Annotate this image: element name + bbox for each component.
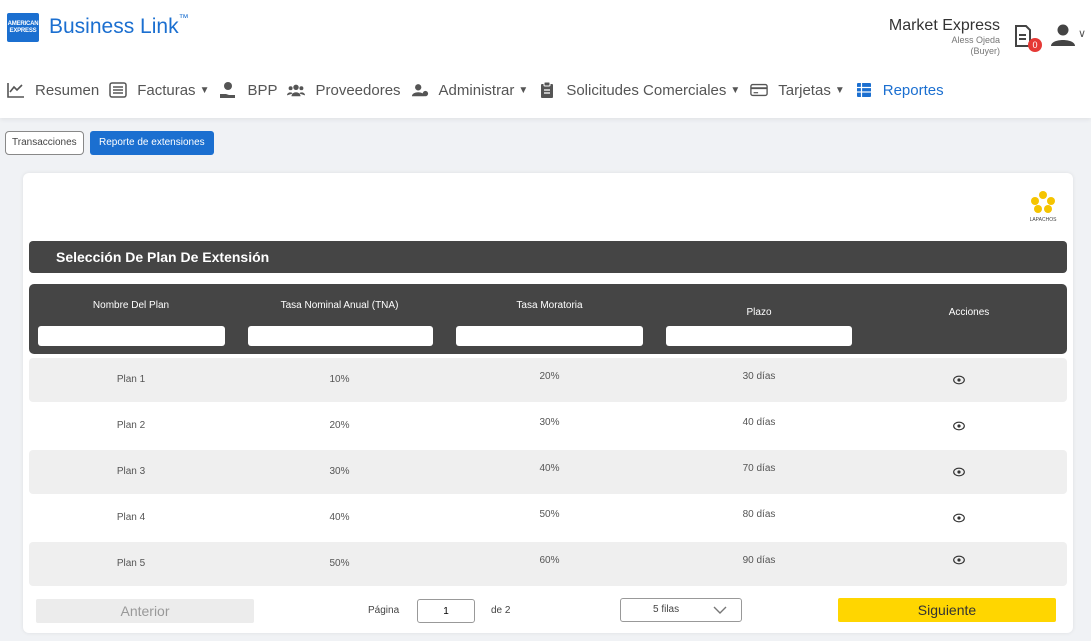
mora-cell: 30% (539, 417, 560, 428)
nav-label: Reportes (882, 81, 944, 99)
page-total-label: de 2 (491, 605, 511, 616)
nav-label: Tarjetas (778, 81, 831, 99)
nav-label: BPP (247, 81, 278, 99)
plan-name-cell: Plan 3 (116, 466, 146, 477)
table-icon (855, 81, 873, 99)
main-nav: Resumen Facturas ▼ BPP Proveedores Admin… (7, 78, 954, 102)
trademark: ™ (178, 13, 189, 24)
clipboard-icon (538, 81, 556, 99)
user-role: (Buyer) (970, 46, 1000, 56)
credit-card-icon (750, 81, 769, 99)
column-header-plazo: Plazo (746, 307, 772, 318)
document-icon[interactable] (1014, 25, 1032, 47)
mora-cell: 60% (539, 555, 560, 566)
nav-label: Facturas (137, 81, 196, 99)
chevron-down-icon: ▼ (518, 84, 529, 96)
brand-title[interactable]: Business Link™ (49, 13, 189, 39)
table-row: Plan 5 50% 60% 90 días (29, 542, 1067, 586)
mora-cell: 50% (539, 509, 560, 520)
column-header-acciones: Acciones (948, 307, 990, 318)
nav-item-tarjetas[interactable]: Tarjetas ▼ (750, 81, 845, 99)
nav-label: Proveedores (315, 81, 401, 99)
nav-label: Administrar (438, 81, 515, 99)
extensions-report-button[interactable]: Reporte de extensiones (90, 131, 214, 155)
view-eye-icon[interactable] (953, 467, 965, 477)
nav-item-bpp[interactable]: BPP (219, 81, 277, 99)
page-number-input[interactable] (417, 599, 475, 623)
chevron-down-icon (713, 606, 727, 614)
section-title: Selección De Plan De Extensión (29, 241, 1067, 273)
chevron-down-icon[interactable]: ∨ (1078, 28, 1087, 40)
tna-cell: 10% (329, 374, 350, 385)
plazo-cell: 70 días (742, 463, 776, 474)
rows-per-page-value: 5 filas (653, 604, 680, 615)
view-eye-icon[interactable] (953, 555, 965, 565)
nav-item-facturas[interactable]: Facturas ▼ (109, 81, 209, 99)
tna-cell: 20% (329, 420, 350, 431)
mora-filter-input[interactable] (456, 326, 643, 346)
notification-badge: 0 (1028, 38, 1042, 52)
tna-filter-input[interactable] (248, 326, 433, 346)
amex-logo-text: AMERICAN EXPRESS (7, 21, 39, 34)
table-row: Plan 2 20% 30% 40 días (29, 404, 1067, 448)
chevron-down-icon: ▼ (199, 84, 210, 96)
plan-name-cell: Plan 1 (116, 374, 146, 385)
brand-name: Business Link (49, 15, 179, 38)
view-eye-icon[interactable] (953, 513, 965, 523)
pagination: Anterior Página de 2 5 filas Siguiente (29, 593, 1067, 627)
table-row: Plan 4 40% 50% 80 días (29, 496, 1067, 540)
plazo-cell: 80 días (742, 509, 776, 520)
nav-item-administrar[interactable]: Administrar ▼ (411, 81, 529, 99)
nav-item-proveedores[interactable]: Proveedores (287, 81, 401, 99)
user-icon[interactable] (1048, 24, 1078, 46)
page-label: Página (368, 605, 400, 616)
table-header: Nombre Del Plan Tasa Nominal Anual (TNA)… (29, 284, 1067, 354)
plan-name-cell: Plan 2 (116, 420, 146, 431)
next-button[interactable]: Siguiente (838, 598, 1056, 622)
plazo-cell: 90 días (742, 555, 776, 566)
table-row: Plan 3 30% 40% 70 días (29, 450, 1067, 494)
partner-logo-text: LAPACHOS (1030, 217, 1058, 223)
plan-filter-input[interactable] (38, 326, 225, 346)
rows-per-page-select[interactable]: 5 filas (620, 598, 742, 622)
nav-item-reportes[interactable]: Reportes (855, 81, 944, 99)
view-eye-icon[interactable] (953, 421, 965, 431)
nav-label: Resumen (35, 81, 100, 99)
tna-cell: 50% (329, 558, 350, 569)
previous-button[interactable]: Anterior (36, 599, 254, 623)
plazo-cell: 40 días (742, 417, 776, 428)
column-header-plan: Nombre Del Plan (92, 300, 170, 311)
user-gear-icon (411, 81, 429, 99)
view-eye-icon[interactable] (953, 375, 965, 385)
tna-cell: 30% (329, 466, 350, 477)
mora-cell: 40% (539, 463, 560, 474)
plan-name-cell: Plan 5 (116, 558, 146, 569)
chevron-down-icon: ▼ (730, 84, 741, 96)
transactions-button[interactable]: Transacciones (5, 131, 84, 155)
plazo-cell: 30 días (742, 371, 776, 382)
plan-name-cell: Plan 4 (116, 512, 146, 523)
user-name: Aless Ojeda (951, 35, 1000, 45)
hand-coin-icon (219, 81, 237, 99)
column-header-mora: Tasa Moratoria (516, 300, 583, 311)
nav-item-solicitudes[interactable]: Solicitudes Comerciales ▼ (538, 81, 740, 99)
top-bar: AMERICAN EXPRESS Business Link™ Market E… (0, 0, 1091, 118)
report-card: LAPACHOS Selección De Plan De Extensión … (23, 173, 1073, 633)
tna-cell: 40% (329, 512, 350, 523)
invoice-icon (109, 81, 127, 99)
nav-label: Solicitudes Comerciales (566, 81, 727, 99)
table-row: Plan 1 10% 20% 30 días (29, 358, 1067, 402)
chart-line-icon (7, 81, 25, 99)
company-name: Market Express (888, 17, 1000, 34)
users-icon (287, 81, 306, 99)
company-info: Market Express Aless Ojeda (Buyer) (889, 17, 1000, 57)
mora-cell: 20% (539, 371, 560, 382)
nav-item-resumen[interactable]: Resumen (7, 81, 99, 99)
amex-logo[interactable]: AMERICAN EXPRESS (7, 13, 39, 42)
column-header-tna: Tasa Nominal Anual (TNA) (280, 300, 399, 311)
partner-logo: LAPACHOS (1023, 187, 1063, 227)
plazo-filter-input[interactable] (666, 326, 852, 346)
chevron-down-icon: ▼ (834, 84, 845, 96)
